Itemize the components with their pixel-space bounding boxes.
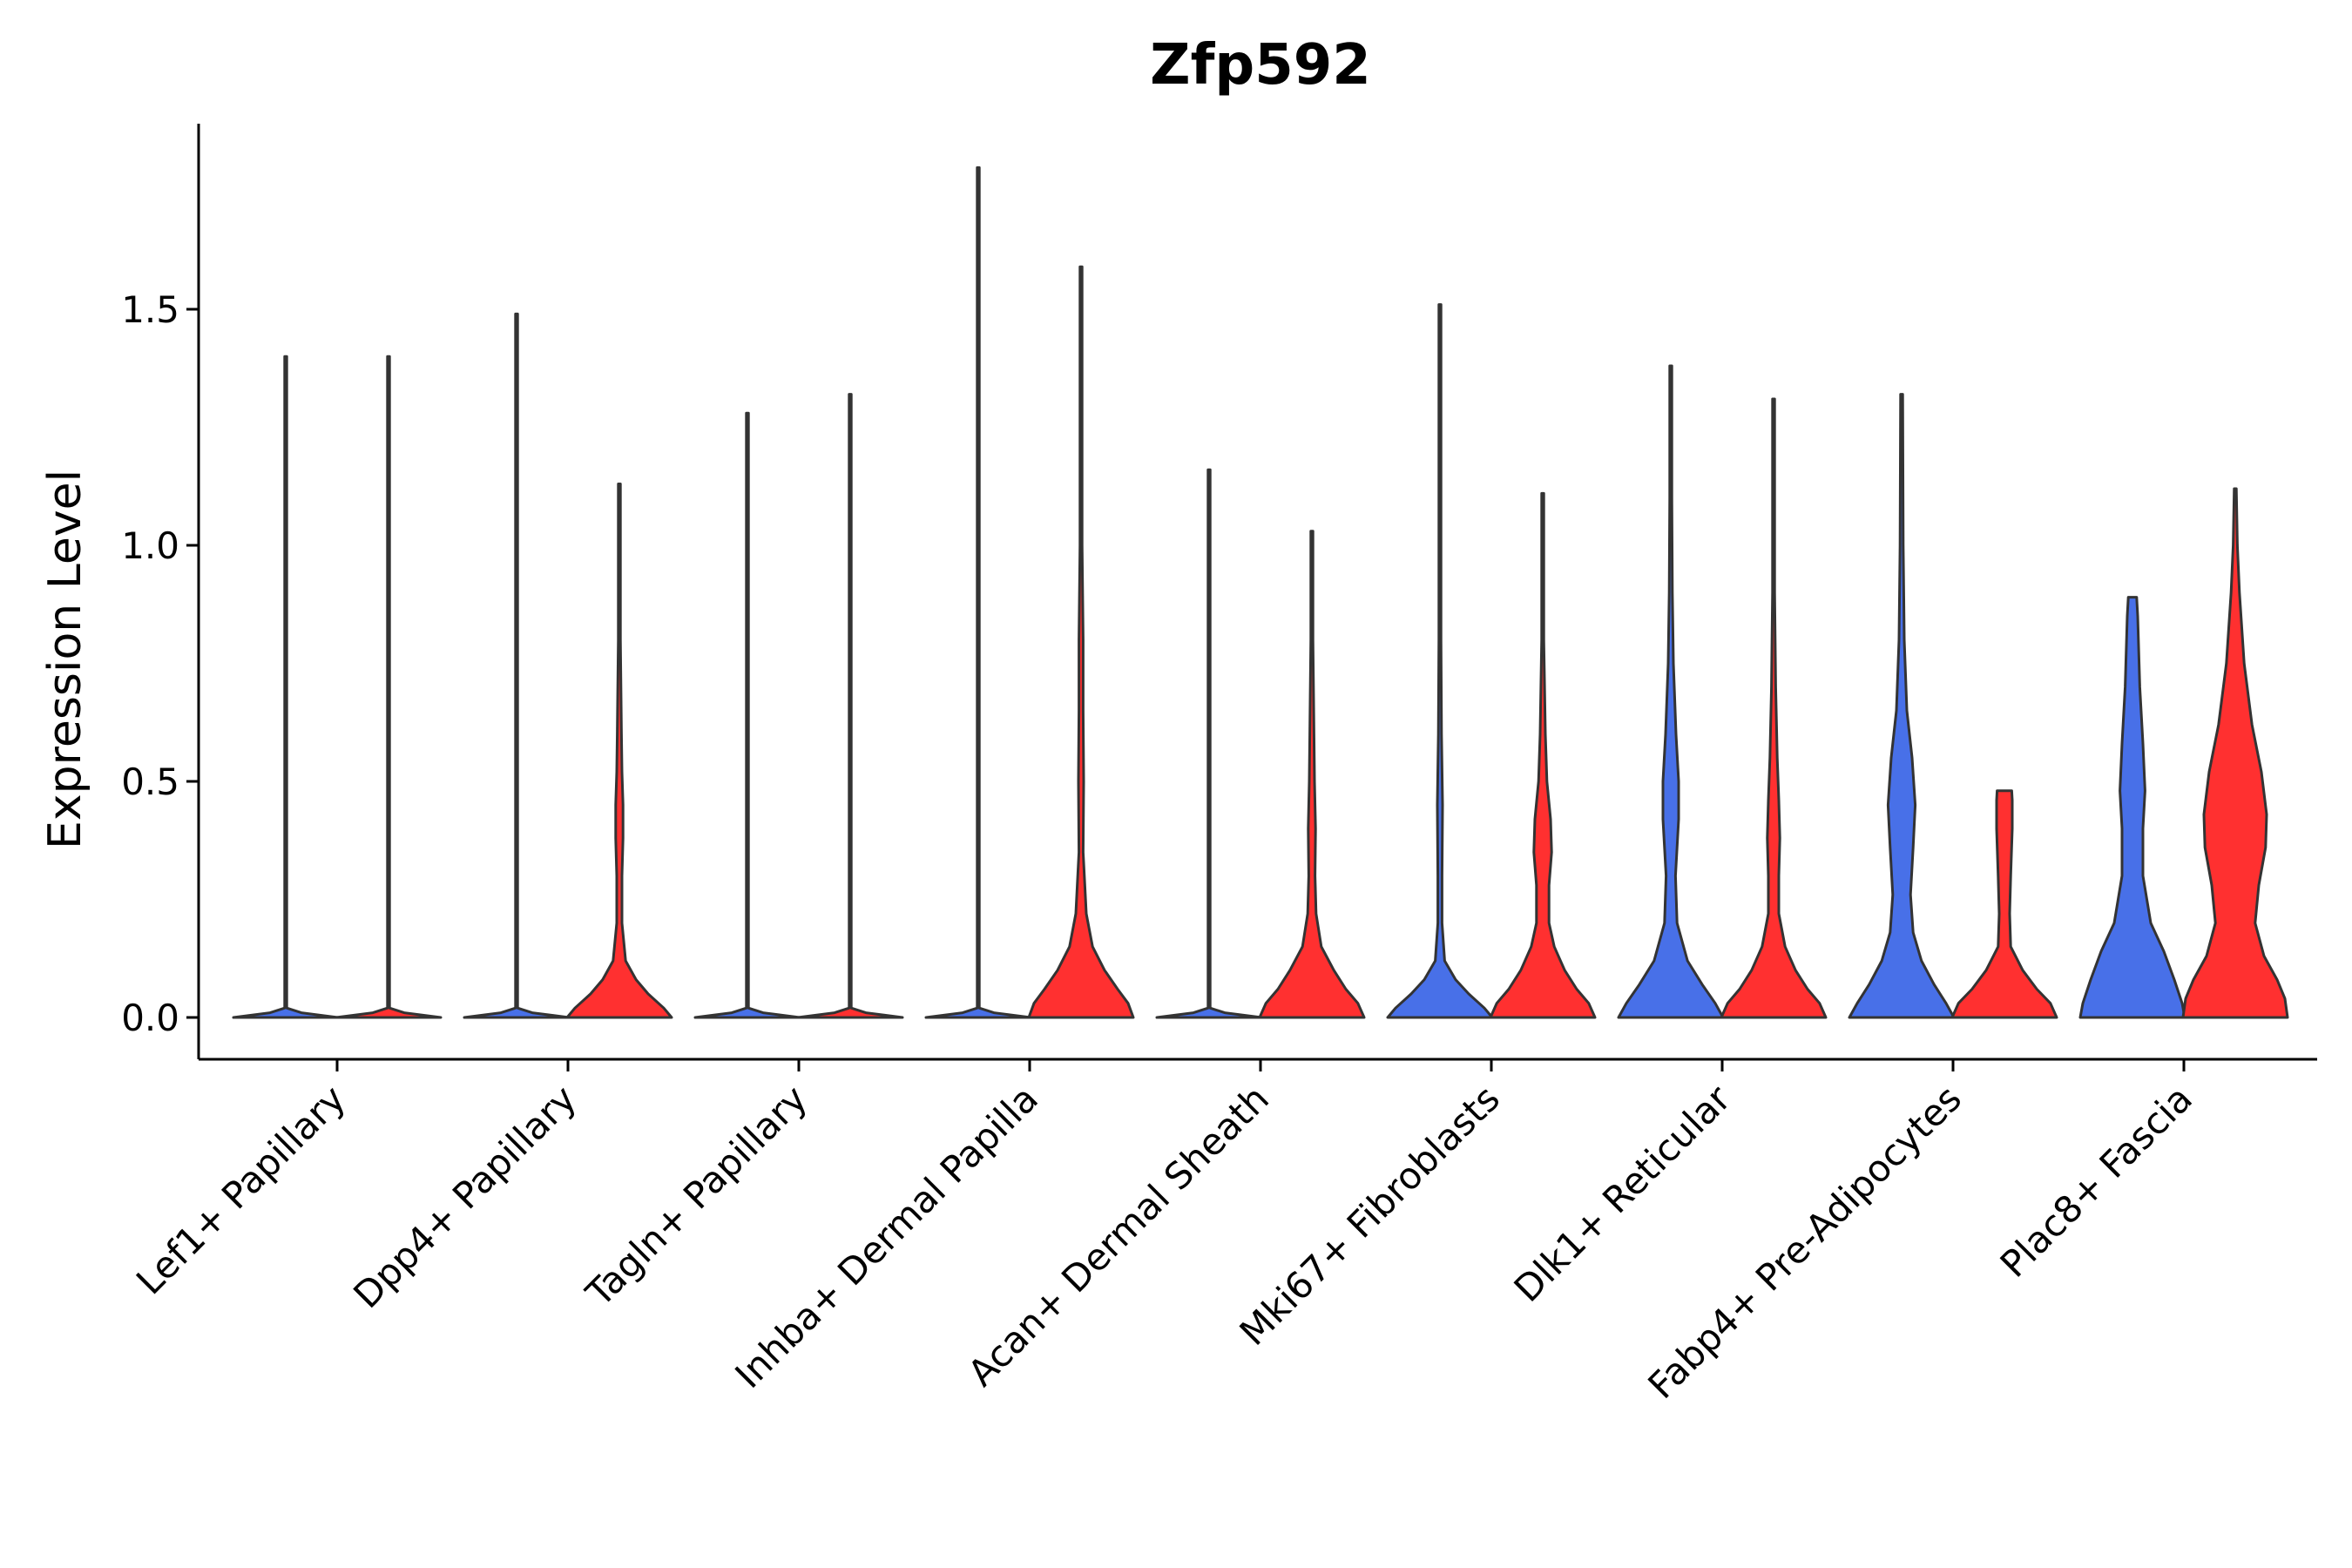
x-tick-label: Dlk1+ Reticular (1506, 1077, 1740, 1310)
y-axis-ticks: 0.0 0.5 1.0 1.5 (121, 288, 199, 1039)
violin-red (1258, 530, 1366, 1019)
violin-blue (924, 166, 1032, 1019)
violin-blue (463, 312, 571, 1019)
violin-blue (232, 355, 340, 1019)
violin-red (1027, 265, 1135, 1019)
violin-blue (1848, 393, 1956, 1019)
y-tick-label: 1.5 (121, 288, 179, 331)
x-tick-label: Dpp4+ Papillary (345, 1077, 585, 1316)
violin-red (565, 483, 673, 1019)
violin-blue (1155, 468, 1263, 1019)
y-tick-label: 1.0 (121, 524, 179, 567)
axes (197, 124, 2317, 1061)
violin-blue (1617, 364, 1725, 1019)
y-tick-label: 0.0 (121, 997, 179, 1039)
x-tick-label: Mki67+ Fibroblasts (1232, 1077, 1508, 1353)
violin-group (232, 166, 2289, 1019)
violin-blue (693, 411, 801, 1019)
violin-red (2181, 487, 2289, 1019)
violin-blue (1386, 303, 1494, 1019)
violin-red (1720, 397, 1828, 1019)
violin-red (1489, 491, 1597, 1019)
x-tick-label: Plac8+ Fascia (1992, 1077, 2200, 1285)
violin-red (1950, 789, 2058, 1019)
y-tick-label: 0.5 (121, 760, 179, 803)
y-axis-label: Expression Level (39, 470, 91, 849)
x-tick-label: Lef1+ Papillary (128, 1077, 354, 1302)
violin-red (796, 393, 904, 1019)
chart-title: Zfp592 (1150, 33, 1371, 98)
violin-blue (2078, 596, 2186, 1019)
x-tick-label: Tagln+ Papillary (578, 1077, 815, 1315)
violin-red (335, 355, 443, 1019)
